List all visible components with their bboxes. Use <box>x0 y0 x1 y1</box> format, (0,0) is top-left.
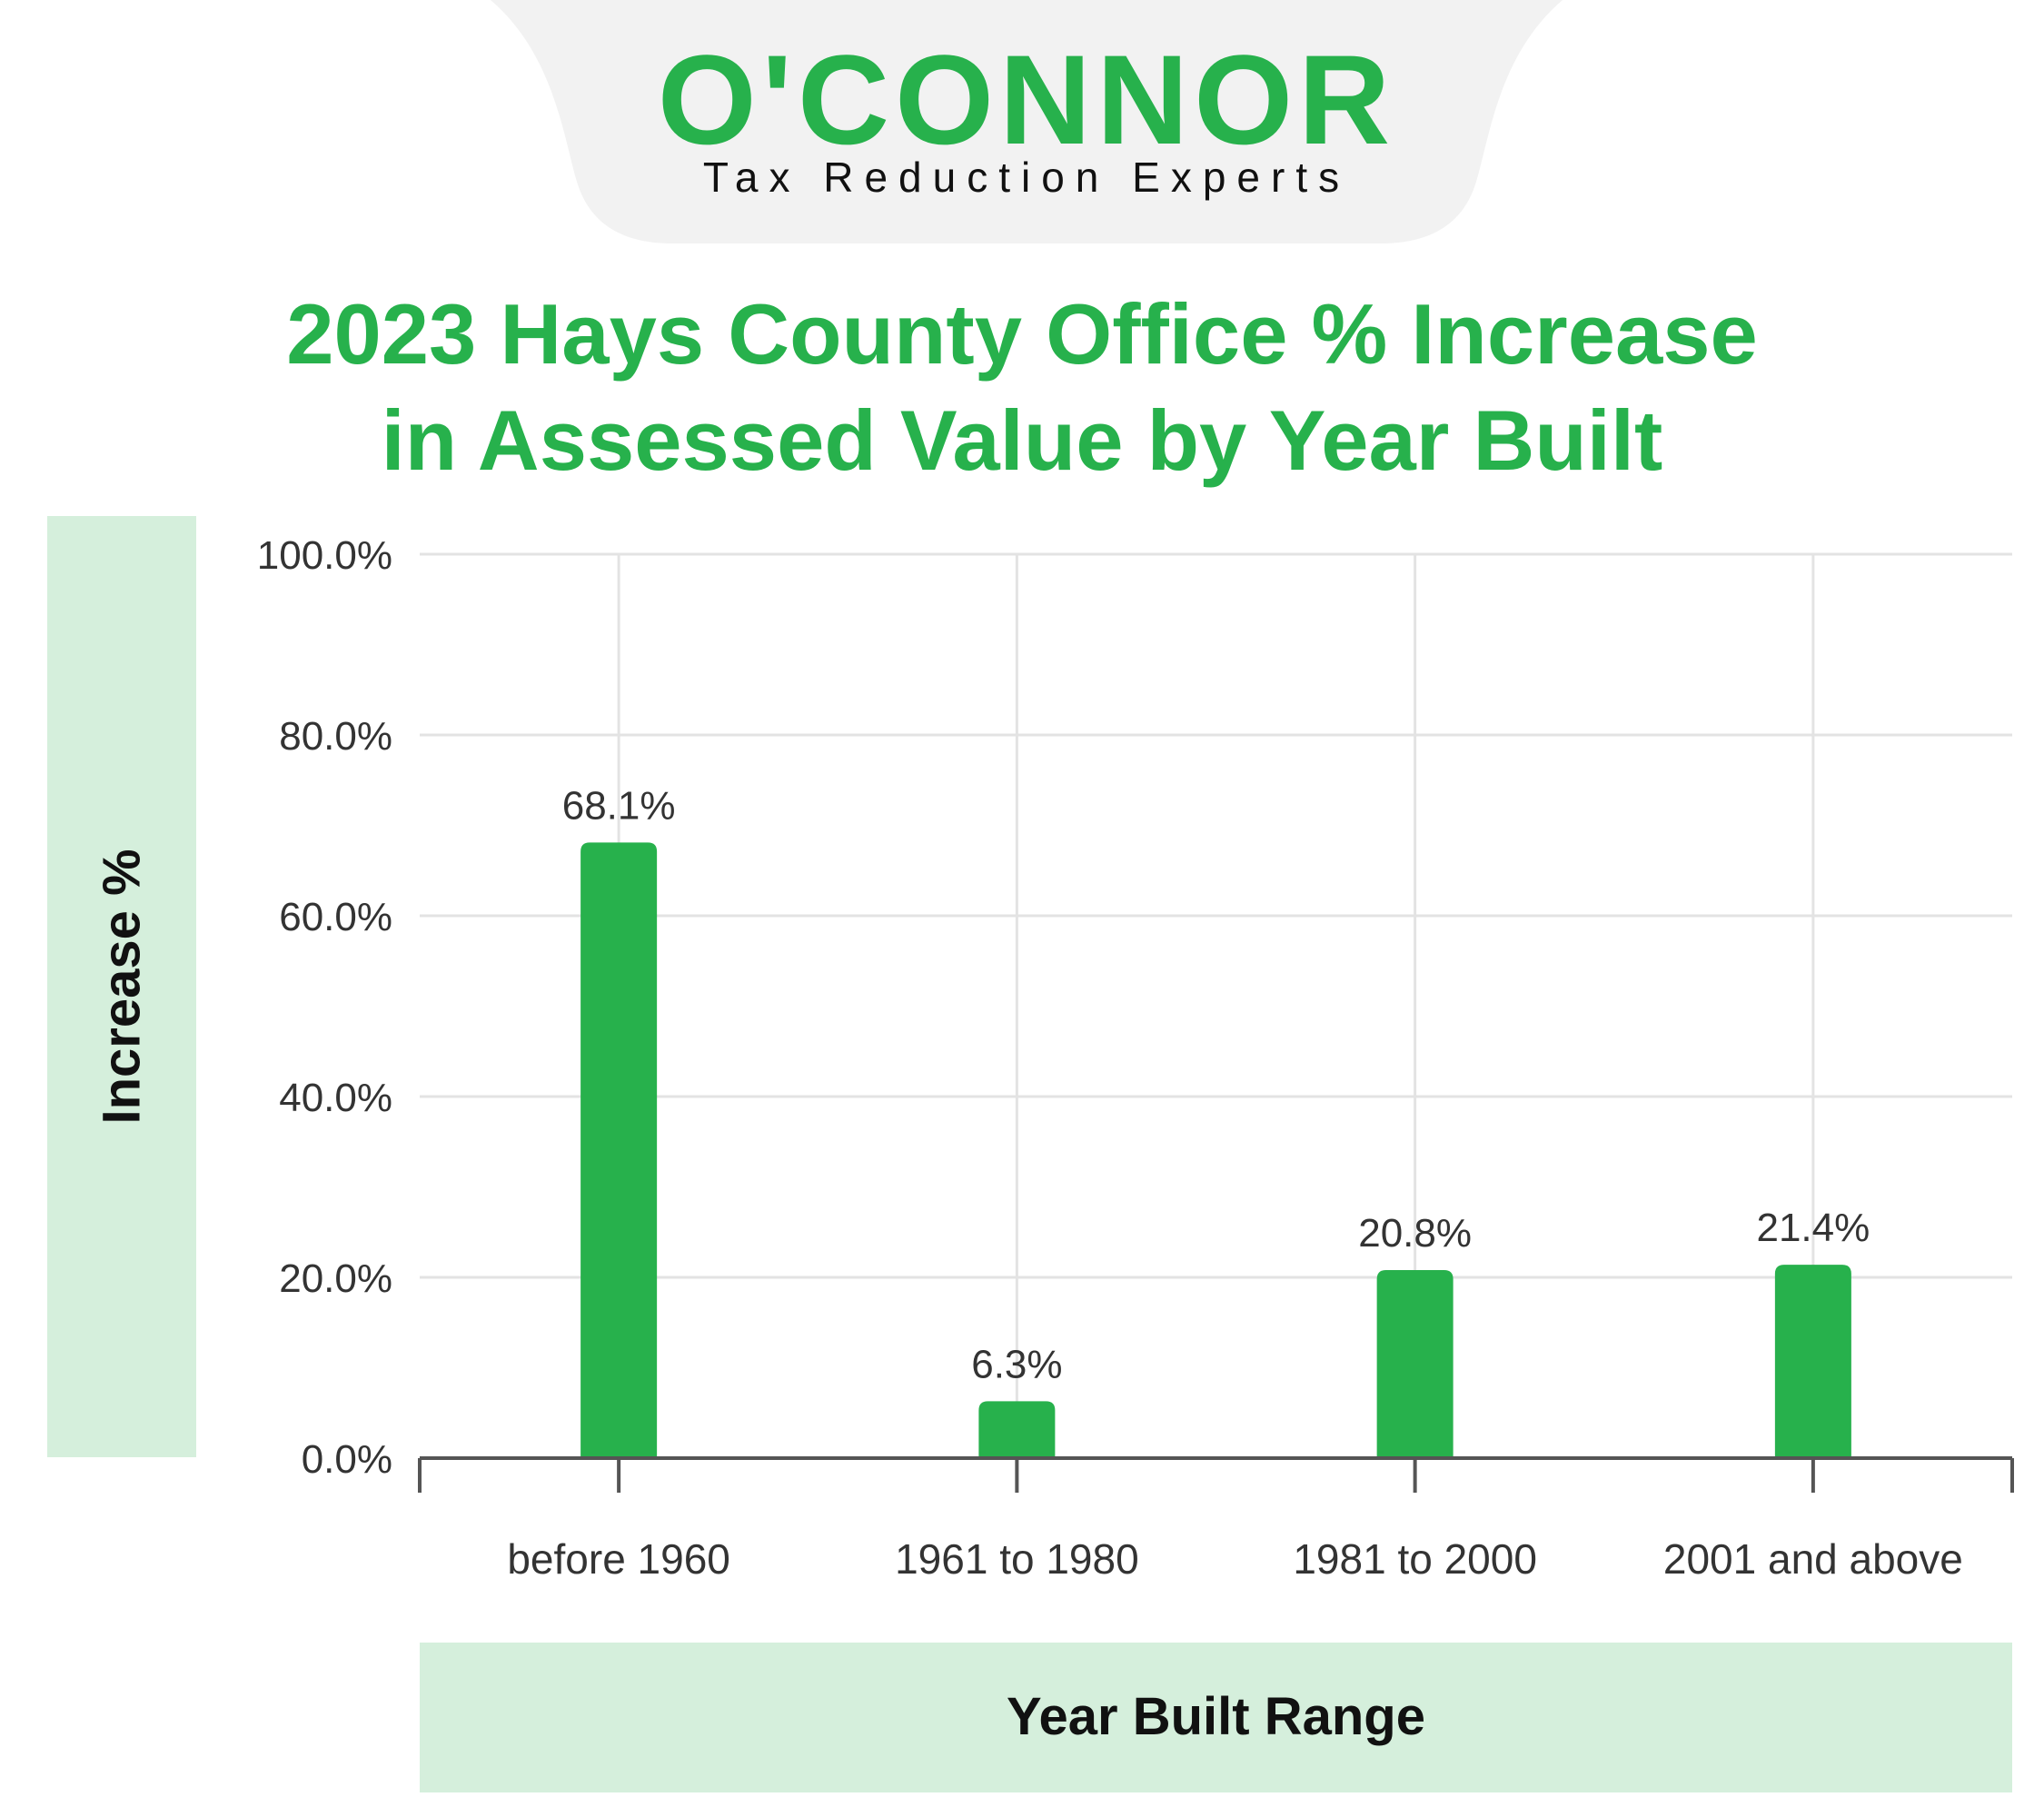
y-tick-label: 80.0% <box>279 714 392 759</box>
x-axis-label-panel <box>420 1643 2012 1792</box>
y-tick-label: 60.0% <box>279 895 392 939</box>
y-axis-label-panel <box>47 516 196 1457</box>
brand-tagline: Tax Reduction Experts <box>702 154 1351 201</box>
y-tick-label: 20.0% <box>279 1256 392 1301</box>
header-tab-shape <box>491 0 1563 243</box>
chart-title-line-1: 2023 Hays County Office % Increase <box>286 286 1758 382</box>
brand-logo: O'CONNOR <box>657 28 1396 171</box>
bar-value-label: 21.4% <box>1756 1206 1870 1250</box>
x-tick-label: before 1960 <box>507 1535 730 1583</box>
logo-header: O'CONNOR Tax Reduction Experts <box>491 0 1563 243</box>
bar <box>978 1401 1056 1458</box>
bar <box>1376 1270 1454 1458</box>
bar-value-label: 68.1% <box>562 783 676 828</box>
chart-title-line-2: in Assessed Value by Year Built <box>381 392 1663 488</box>
y-tick-label: 100.0% <box>257 533 392 578</box>
x-tick-label: 1961 to 1980 <box>895 1535 1139 1583</box>
y-tick-label: 0.0% <box>302 1437 392 1482</box>
bar <box>580 842 658 1458</box>
bar <box>1774 1265 1851 1458</box>
bar-value-label: 6.3% <box>971 1342 1062 1386</box>
x-axis-title: Year Built Range <box>1007 1687 1425 1746</box>
bar-value-label: 20.8% <box>1358 1211 1472 1256</box>
x-tick-label: 1981 to 2000 <box>1293 1535 1537 1583</box>
y-tick-label: 40.0% <box>279 1076 392 1120</box>
x-tick-label: 2001 and above <box>1663 1535 1963 1583</box>
